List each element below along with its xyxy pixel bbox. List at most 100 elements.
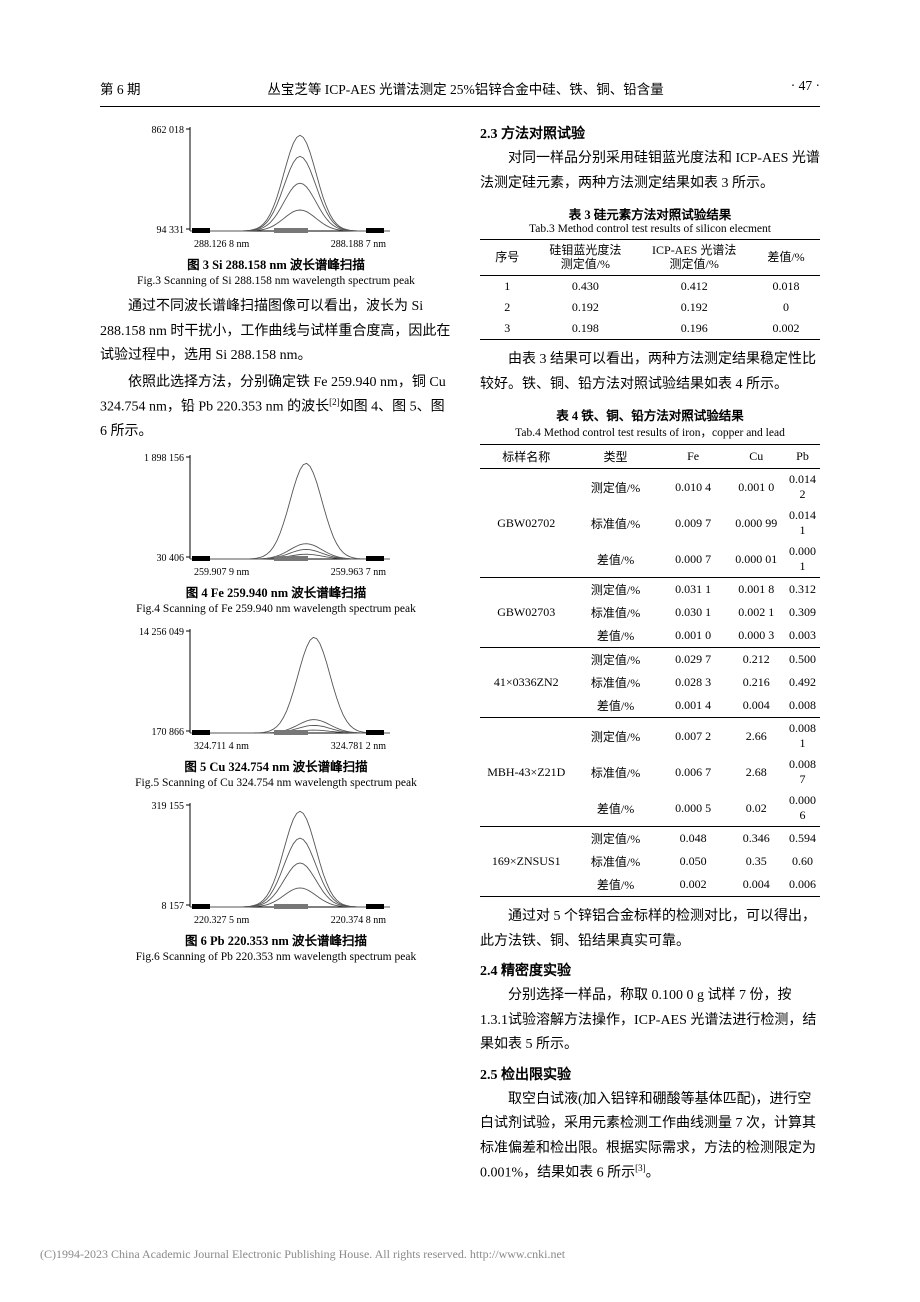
table-cell: 0.048 [659, 827, 728, 851]
table-cell: 2.66 [728, 718, 785, 755]
table-cell: 0.001 0 [728, 469, 785, 506]
table-cell: 0.004 [728, 694, 785, 718]
fig6-caption-en: Fig.6 Scanning of Pb 220.353 nm waveleng… [100, 951, 452, 963]
section-2-4: 2.4 精密度实验 [480, 960, 820, 980]
table3: 序号 硅钼蓝光度法测定值/% ICP-AES 光谱法测定值/% 差值/% 10.… [480, 239, 820, 340]
svg-text:14 256 049: 14 256 049 [139, 627, 184, 638]
table-cell: 0.212 [728, 648, 785, 672]
table-cell: 0.35 [728, 850, 785, 873]
table-cell: 0.000 1 [785, 541, 820, 578]
table-cell: 41×0336ZN2 [480, 648, 572, 718]
table-cell: 0.312 [785, 578, 820, 602]
table-cell: 0.028 3 [659, 671, 728, 694]
table-cell: 0.192 [636, 297, 752, 318]
table-cell: 0.000 3 [728, 624, 785, 648]
table-cell: 0.029 7 [659, 648, 728, 672]
svg-text:324.781 2 nm: 324.781 2 nm [331, 741, 387, 752]
table-cell: 标准值/% [572, 754, 658, 790]
table-cell: 差值/% [572, 694, 658, 718]
table-cell: 0.196 [636, 318, 752, 340]
table-cell: 0.031 1 [659, 578, 728, 602]
table-cell: 差值/% [572, 790, 658, 827]
table-cell: 标准值/% [572, 601, 658, 624]
table-cell: 测定值/% [572, 648, 658, 672]
svg-text:324.711 4 nm: 324.711 4 nm [194, 741, 249, 752]
t3-h3: ICP-AES 光谱法测定值/% [636, 240, 752, 276]
page-footer: (C)1994-2023 China Academic Journal Elec… [40, 1247, 880, 1262]
page-header: 第 6 期 丛宝芝等 ICP-AES 光谱法测定 25%铝锌合金中硅、铁、铜、铅… [0, 0, 920, 106]
fig4-chart: 1 898 156 30 406 259.907 9 nm 259.963 7 … [136, 449, 416, 579]
table-cell: 0.003 [785, 624, 820, 648]
table3-caption-en: Tab.3 Method control test results of sil… [480, 223, 820, 235]
table-cell: 0.000 6 [785, 790, 820, 827]
svg-text:170 866: 170 866 [152, 727, 185, 738]
fig6-caption-cn: 图 6 Pb 220.353 nm 波长谱峰扫描 [100, 930, 452, 949]
paragraph-3: 对同一样品分别采用硅钼蓝光度法和 ICP-AES 光谱法测定硅元素，两种方法测定… [480, 147, 820, 196]
table-cell: MBH-43×Z21D [480, 718, 572, 827]
table-cell: 0.006 7 [659, 754, 728, 790]
table-cell: 0.02 [728, 790, 785, 827]
table4-caption-cn: 表 4 铁、铜、铅方法对照试验结果 [480, 405, 820, 424]
table-cell: 0.001 0 [659, 624, 728, 648]
issue-number: 第 6 期 [100, 78, 141, 98]
section-2-5: 2.5 检出限实验 [480, 1064, 820, 1084]
svg-text:259.963 7 nm: 259.963 7 nm [331, 567, 387, 578]
table-cell: 测定值/% [572, 469, 658, 506]
table-cell: 0.492 [785, 671, 820, 694]
table-header-cell: Pb [785, 445, 820, 469]
svg-text:8 157: 8 157 [162, 901, 185, 912]
table-cell: GBW02703 [480, 578, 572, 648]
table-cell: 0.018 [752, 276, 820, 298]
table-header-cell: Fe [659, 445, 728, 469]
t3-h4: 差值/% [752, 240, 820, 276]
table-cell: 1 [480, 276, 534, 298]
table-cell: 0.216 [728, 671, 785, 694]
table-cell: 3 [480, 318, 534, 340]
table-cell: 0.001 8 [728, 578, 785, 602]
table4-body: GBW02702测定值/%0.010 40.001 00.014 2标准值/%0… [480, 469, 820, 897]
running-title: 丛宝芝等 ICP-AES 光谱法测定 25%铝锌合金中硅、铁、铜、铅含量 [267, 78, 663, 98]
table-cell: 0.000 01 [728, 541, 785, 578]
table-cell: 0.008 7 [785, 754, 820, 790]
table-cell: 0.000 99 [728, 505, 785, 541]
table-cell: GBW02702 [480, 469, 572, 578]
t3-h2: 硅钼蓝光度法测定值/% [534, 240, 636, 276]
svg-text:288.126 8 nm: 288.126 8 nm [194, 239, 250, 250]
citation-2: [2] [329, 397, 340, 407]
paragraph-4: 由表 3 结果可以看出，两种方法测定结果稳定性比较好。铁、铜、铅方法对照试验结果… [480, 348, 820, 397]
paragraph-6: 分别选择一样品，称取 0.100 0 g 试样 7 份，按 1.3.1试验溶解方… [480, 984, 820, 1058]
table-cell: 0.002 1 [728, 601, 785, 624]
table-cell: 0.014 1 [785, 505, 820, 541]
table-cell: 标准值/% [572, 850, 658, 873]
fig5-caption-en: Fig.5 Scanning of Cu 324.754 nm waveleng… [100, 777, 452, 789]
table-cell: 0.004 [728, 873, 785, 897]
table-cell: 0.000 7 [659, 541, 728, 578]
header-rule [100, 106, 820, 107]
content-columns: 862 018 94 331 288.126 8 nm 288.188 7 nm… [0, 117, 920, 1189]
fig3-chart: 862 018 94 331 288.126 8 nm 288.188 7 nm [136, 121, 416, 251]
section-2-3: 2.3 方法对照试验 [480, 123, 820, 143]
fig5-chart: 14 256 049 170 866 324.711 4 nm 324.781 … [136, 623, 416, 753]
table-cell: 差值/% [572, 624, 658, 648]
svg-text:862 018: 862 018 [152, 125, 185, 136]
table-cell: 0.192 [534, 297, 636, 318]
p7-period: 。 [646, 1166, 660, 1181]
svg-text:220.327 5 nm: 220.327 5 nm [194, 915, 250, 926]
table-cell: 0.60 [785, 850, 820, 873]
table-cell: 0.009 7 [659, 505, 728, 541]
table-header-cell: Cu [728, 445, 785, 469]
table-cell: 2 [480, 297, 534, 318]
t3-h1: 序号 [480, 240, 534, 276]
fig3-caption-cn: 图 3 Si 288.158 nm 波长谱峰扫描 [100, 254, 452, 273]
table-cell: 0.000 5 [659, 790, 728, 827]
table-cell: 差值/% [572, 541, 658, 578]
table-cell: 测定值/% [572, 578, 658, 602]
table3-caption-cn: 表 3 硅元素方法对照试验结果 [480, 204, 820, 223]
table-cell: 0.007 2 [659, 718, 728, 755]
table-cell: 0 [752, 297, 820, 318]
table-cell: 0.010 4 [659, 469, 728, 506]
table-cell: 0.309 [785, 601, 820, 624]
svg-text:288.188 7 nm: 288.188 7 nm [331, 239, 387, 250]
table-cell: 0.002 [752, 318, 820, 340]
table-cell: 测定值/% [572, 718, 658, 755]
